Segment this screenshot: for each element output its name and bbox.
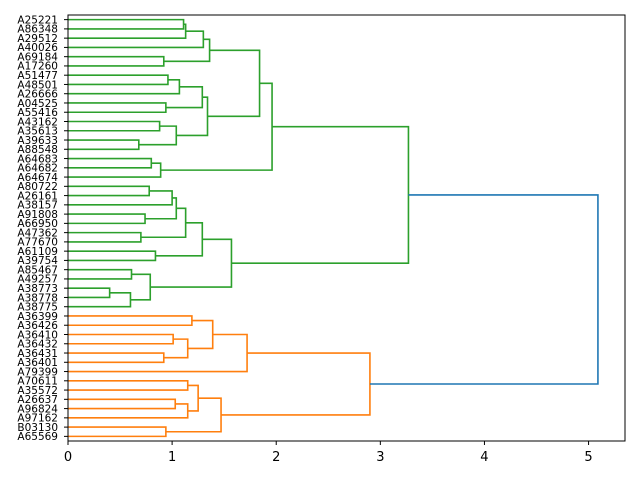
dendrogram-link [68, 139, 140, 151]
axes-frame [67, 14, 626, 442]
leaf-label: A86348 [17, 24, 58, 36]
leaf-label: A38157 [17, 200, 58, 212]
dendrogram-link [68, 190, 173, 206]
leaf-label: A97162 [17, 413, 58, 425]
dendrogram-link [68, 55, 165, 67]
leaf-label: A39754 [17, 255, 58, 267]
dendrogram-link [176, 96, 209, 137]
leaf-label: A17260 [17, 61, 58, 73]
dendrogram-link [68, 185, 151, 197]
dendrogram-links [68, 18, 599, 438]
leaf-label: A36410 [17, 329, 58, 341]
leaf-label: A40026 [17, 42, 58, 54]
leaf-label: A88548 [17, 144, 58, 156]
dendrogram-link [68, 315, 193, 327]
dendrogram-link [68, 333, 174, 345]
leaf-label: A38778 [17, 292, 58, 304]
dendrogram-link [68, 250, 157, 262]
leaf-label: A26666 [17, 89, 58, 101]
leaf-label: A36426 [17, 320, 58, 332]
leaf-label: A61109 [17, 246, 58, 258]
leaf-label: A25221 [17, 14, 58, 26]
leaf-label: A26637 [17, 394, 58, 406]
dendrogram-link [221, 352, 371, 416]
leaf-label: A77670 [17, 237, 58, 249]
dendrogram-link [369, 194, 599, 385]
leaf-label: A47362 [17, 227, 58, 239]
x-tick-label: 4 [480, 450, 488, 465]
leaf-label: A96824 [17, 403, 58, 415]
leaf-label: A64683 [17, 153, 58, 165]
leaf-label: A69184 [17, 51, 58, 63]
x-tick-label: 1 [168, 450, 176, 465]
leaf-label: A64682 [17, 163, 58, 175]
leaf-label: A91808 [17, 209, 58, 221]
leaf-label: A38775 [17, 302, 58, 314]
leaf-label: A66950 [17, 218, 58, 230]
leaf-label: B03130 [17, 422, 58, 434]
leaf-label: A26161 [17, 190, 58, 202]
leaf-label: A49257 [17, 274, 58, 286]
leaf-label: A64674 [17, 172, 58, 184]
x-tick-label: 2 [272, 450, 280, 465]
dendrogram-link [68, 426, 167, 438]
dendrogram-link [187, 384, 199, 412]
leaf-label: A70611 [17, 376, 58, 388]
leaf-labels: A25221A86348A29512A40026A69184A17260A514… [17, 14, 68, 443]
dendrogram-link [68, 268, 133, 280]
dendrogram-link [68, 102, 167, 114]
leaf-label: A80722 [17, 181, 58, 193]
leaf-label: A04525 [17, 98, 58, 110]
leaf-label: A55416 [17, 107, 58, 119]
leaf-label: A36399 [17, 311, 58, 323]
leaf-label: A85467 [17, 264, 58, 276]
leaf-label: A48501 [17, 79, 58, 91]
x-tick-label: 0 [64, 450, 72, 465]
dendrogram-link [207, 49, 261, 118]
leaf-label: A43162 [17, 116, 58, 128]
dendrogram-link [150, 238, 233, 288]
dendrogram-link [68, 18, 185, 30]
x-tick-label: 5 [584, 450, 592, 465]
leaf-label: A36432 [17, 339, 58, 351]
x-axis-ticks: 0 1 2 3 4 5 [64, 441, 593, 465]
leaf-label: A39633 [17, 135, 58, 147]
dendrogram-link [68, 352, 165, 364]
dendrogram-link [68, 292, 132, 308]
leaf-label: A79399 [17, 366, 58, 378]
leaf-label: A29512 [17, 33, 58, 45]
leaf-label: A38773 [17, 283, 58, 295]
leaf-label: A35572 [17, 385, 58, 397]
leaf-label: A51477 [17, 70, 58, 82]
leaf-label: A65569 [17, 431, 58, 443]
leaf-label: A36431 [17, 348, 58, 360]
leaf-label: A36401 [17, 357, 58, 369]
leaf-label: A35613 [17, 126, 58, 138]
x-tick-label: 3 [376, 450, 384, 465]
